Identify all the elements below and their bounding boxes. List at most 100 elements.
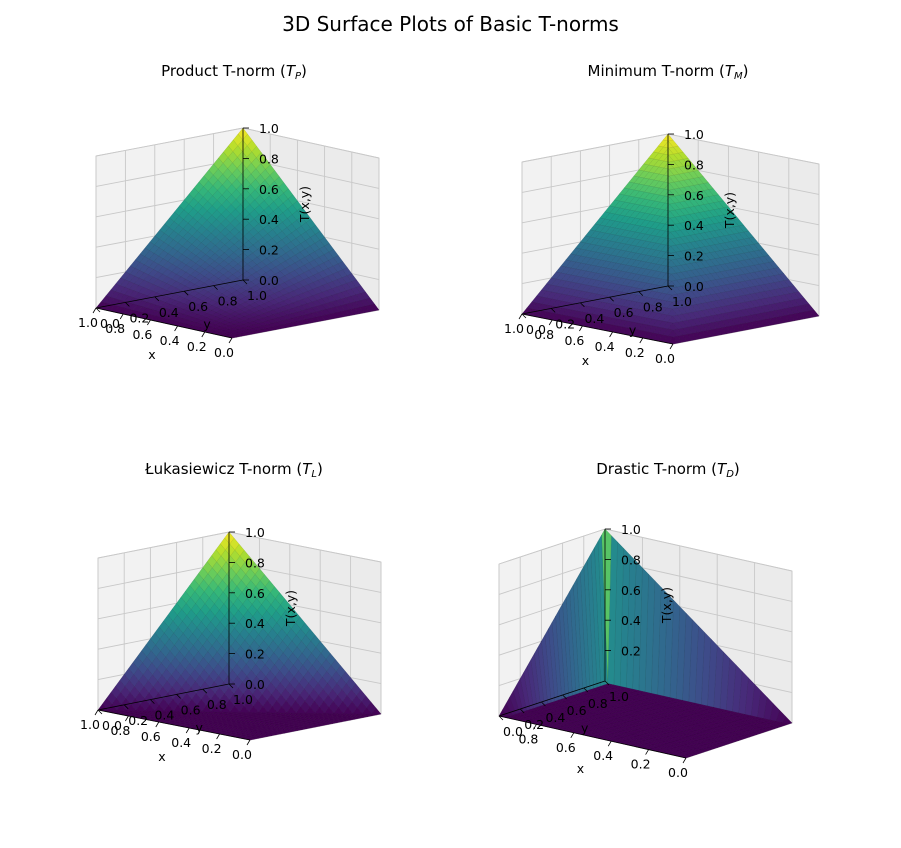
x-tick-label: 1.0: [78, 315, 98, 330]
figure-title: 3D Surface Plots of Basic T-norms: [282, 12, 619, 36]
tick-labels: 0.00.20.40.60.81.0x0.0 0.2 0.4 0.6 0.8 1.0y0.…: [504, 127, 737, 368]
x-tick-label: 0.6: [556, 740, 576, 755]
z-tick-label: 0.8: [684, 157, 704, 172]
z-tick-label: 0.0: [259, 273, 279, 288]
y-tick-label: 0.8: [588, 696, 608, 711]
y-axis-line: [95, 279, 244, 309]
z-tick-label: 0.2: [245, 647, 265, 662]
y-tick-label: 0.2: [555, 316, 575, 331]
y-axis-label: y: [203, 317, 211, 332]
x-tick-label: 0.4: [595, 339, 615, 354]
y-axis-label: y: [581, 720, 589, 735]
subplot-minimum: Minimum T-norm (TM)0.00.20.40.60.81.0x0.…: [504, 62, 820, 368]
x-tick-label: 0.6: [564, 333, 584, 348]
z-axis-label: T(x,y): [283, 590, 298, 627]
axis-lines: [94, 531, 251, 746]
x-axis-line: [498, 715, 687, 759]
axis-lines: [498, 528, 687, 764]
x-tick-label: 1.0: [504, 321, 524, 336]
x-axis-label: x: [577, 761, 584, 776]
tick-labels: 0.00.20.40.60.81.0x0.0 0.2 0.4 0.6 0.8 1.0y0.…: [78, 121, 312, 362]
x-tick-label: 0.0: [655, 351, 675, 366]
z-tick-label: 1.0: [245, 525, 265, 540]
x-tick-label: 0.8: [534, 327, 554, 342]
x-tick-label: 0.6: [132, 327, 152, 342]
z-tick-label: 0.4: [684, 218, 704, 233]
x-tick-label: 0.2: [625, 345, 645, 360]
z-tick-label: 1.0: [259, 121, 279, 136]
z-tick-label: 0.4: [259, 212, 279, 227]
axis-lines: [92, 127, 249, 344]
x-tick-label: 0.8: [518, 731, 538, 746]
z-tick-label: 0.2: [684, 249, 704, 264]
y-tick-label: 0.6: [614, 305, 634, 320]
z-tick-label: 0.6: [684, 188, 704, 203]
z-tick-label: 0.6: [621, 583, 641, 598]
y-tick-label: 0.4: [154, 708, 174, 723]
y-tick-label: 0.8: [643, 300, 663, 315]
z-tick-label: 1.0: [621, 522, 641, 537]
subplot-title: Minimum T-norm (TM): [588, 62, 749, 82]
z-tick-label: 0.2: [259, 243, 279, 258]
x-axis-line: [95, 307, 233, 339]
x-tick-label: 0.2: [631, 757, 651, 772]
z-tick-label: 0.8: [621, 552, 641, 567]
x-tick-label: 0.2: [187, 339, 207, 354]
y-tick-label: 0.0: [100, 316, 120, 331]
x-tick-label: 0.0: [668, 765, 688, 780]
x-tick-label: 0.8: [110, 723, 130, 738]
subplot-title: Drastic T-norm (TD): [596, 460, 740, 480]
surface: [521, 133, 820, 345]
z-tick-label: 1.0: [684, 127, 704, 142]
z-tick-label: 0.6: [245, 586, 265, 601]
tick-labels: 0.00.20.40.60.81.0x0.0 0.2 0.4 0.6 0.8 1.0y0.…: [80, 525, 298, 764]
subplot-lukasiewicz: Łukasiewicz T-norm (TL) 0.0 0.2 0.4 0.6 0.8 1.…: [80, 460, 382, 764]
z-tick-label: 0.0: [684, 279, 704, 294]
y-tick-label: 0.4: [545, 710, 565, 725]
x-tick-label: 0.4: [171, 735, 191, 750]
y-tick-label: 0.6: [188, 299, 208, 314]
x-tick-label: 0.0: [214, 345, 234, 360]
y-tick-label: 0.2: [128, 713, 148, 728]
x-tick-label: 0.0: [232, 747, 252, 762]
subplot-drastic: Drastic T-norm (TD)0.00.20.40.60.8x0.0 0.…: [497, 460, 794, 780]
surface: [95, 127, 380, 339]
y-axis-label: y: [196, 720, 204, 735]
x-tick-label: 0.2: [202, 741, 222, 756]
y-axis-line: [498, 680, 606, 717]
z-tick-label: 0.8: [259, 151, 279, 166]
z-axis-label: T(x,y): [722, 192, 737, 229]
x-tick-label: 0.4: [593, 748, 613, 763]
x-tick-label: 1.0: [80, 717, 100, 732]
subplot-title: Łukasiewicz T-norm (TL): [144, 460, 323, 480]
y-axis-line: [521, 285, 669, 315]
z-axis-label: T(x,y): [297, 186, 312, 223]
x-axis-line: [521, 313, 674, 345]
y-tick-label: 0.4: [584, 311, 604, 326]
z-axis-label: T(x,y): [659, 587, 674, 624]
y-tick-label: 0.4: [159, 305, 179, 320]
z-tick-label: 0.2: [621, 644, 641, 659]
x-axis-label: x: [148, 347, 155, 362]
axis-lines: [518, 133, 674, 350]
surface: [498, 528, 793, 759]
subplot-product: Product T-norm (TP) 0.0 0.2 0.4 0.6 0.8 1.0 x 0.…: [78, 62, 380, 362]
y-tick-label: 1.0: [609, 689, 629, 704]
z-tick-label: 0.8: [245, 555, 265, 570]
y-tick-label: 0.2: [524, 717, 544, 732]
z-tick-label: 0.6: [259, 182, 279, 197]
x-tick-label: 0.6: [141, 729, 161, 744]
z-tick-label: 0.4: [621, 613, 641, 628]
y-tick-label: 0.2: [129, 310, 149, 325]
y-tick-label: 0.0: [102, 718, 122, 733]
z-tick-label: 0.4: [245, 616, 265, 631]
y-axis-line: [97, 683, 230, 711]
y-tick-label: 0.8: [218, 294, 238, 309]
z-tick-label: 0.0: [245, 677, 265, 692]
subplot-title: Product T-norm (TP): [161, 62, 307, 82]
y-tick-label: 0.0: [503, 724, 523, 739]
y-tick-label: 1.0: [247, 288, 267, 303]
y-tick-label: 0.6: [567, 703, 587, 718]
x-axis-line: [97, 709, 251, 741]
y-axis-label: y: [629, 323, 637, 338]
